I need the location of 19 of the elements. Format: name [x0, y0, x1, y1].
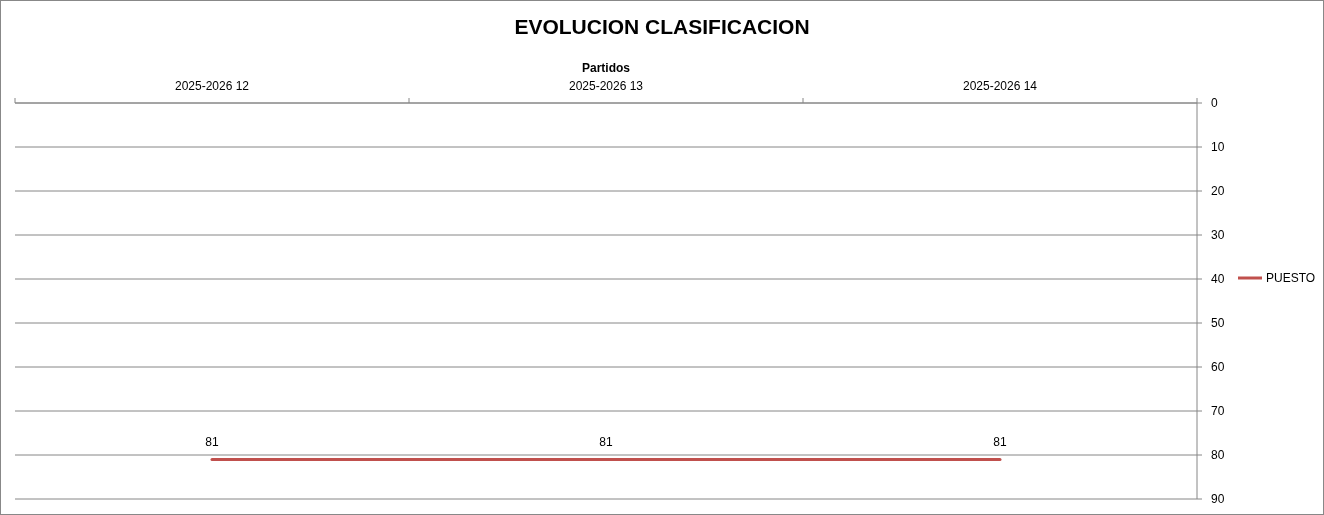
y-tick-label: 30 — [1211, 228, 1225, 242]
x-tick-label: 2025-2026 13 — [568, 79, 644, 93]
y-tick-label: 40 — [1211, 272, 1225, 286]
x-tick-label: 2025-2026 14 — [962, 79, 1038, 93]
y-tick-label: 50 — [1211, 316, 1225, 330]
y-tick-label: 20 — [1211, 184, 1225, 198]
y-tick-label: 90 — [1211, 492, 1225, 506]
legend-label: PUESTO — [1266, 271, 1316, 285]
x-tick-label: 2025-2026 12 — [174, 79, 250, 93]
x-axis-title: Partidos — [581, 61, 631, 75]
data-label: 81 — [993, 435, 1007, 450]
y-tick-label: 60 — [1211, 360, 1225, 374]
y-tick-label: 70 — [1211, 404, 1225, 418]
y-tick-label: 80 — [1211, 448, 1225, 462]
y-tick-label: 0 — [1211, 96, 1218, 110]
chart-title: EVOLUCION CLASIFICACION — [514, 15, 810, 38]
data-label: 81 — [205, 435, 219, 450]
data-label: 81 — [599, 435, 613, 450]
y-tick-label: 10 — [1211, 140, 1225, 154]
